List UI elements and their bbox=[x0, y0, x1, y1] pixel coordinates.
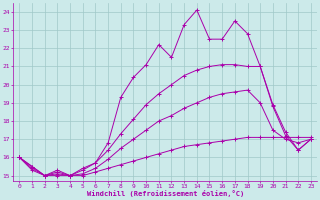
X-axis label: Windchill (Refroidissement éolien,°C): Windchill (Refroidissement éolien,°C) bbox=[86, 190, 244, 197]
